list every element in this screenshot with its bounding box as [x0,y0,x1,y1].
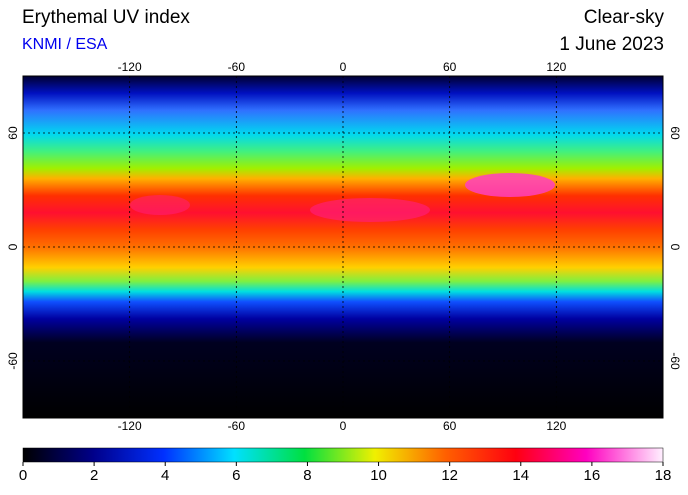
colorbar-tick-label: 14 [512,467,529,484]
colorbar-tick-label: 18 [655,467,672,484]
colorbar-tick-label: 16 [584,467,601,484]
colorbar [22,447,664,463]
colorbar-tick-label: 6 [232,467,240,484]
lat-tick-label: -60 [668,352,682,370]
lon-tick-label: 60 [443,419,457,433]
lon-tick-label: 120 [546,60,566,74]
lon-tick-label: -120 [118,60,142,74]
colorbar-tick-label: 10 [370,467,387,484]
colorbar-tick-label: 4 [161,467,169,484]
colorbar-tick-label: 2 [90,467,98,484]
lon-tick-label: -120 [118,419,142,433]
lat-tick-label: 0 [6,243,20,250]
lon-tick-label: 120 [546,419,566,433]
colorbar-tick-label: 0 [19,467,27,484]
colorbar-tick-label: 12 [441,467,458,484]
lon-tick-label: 0 [340,419,347,433]
title: Erythemal UV index [22,7,190,28]
lon-tick-label: 0 [340,60,347,74]
lon-tick-label: -60 [228,419,246,433]
condition: Clear-sky [584,7,665,28]
uv-hotspot [465,173,555,197]
lat-tick-label: 60 [6,126,20,140]
lon-tick-label: 60 [443,60,457,74]
colorbar-tick-label: 8 [303,467,311,484]
uv-hotspot [310,198,430,222]
source: KNMI / ESA [22,36,108,53]
lat-tick-label: -60 [6,352,20,370]
lat-tick-label: 0 [668,244,682,251]
uv-hotspot [130,195,190,215]
date: 1 June 2023 [559,34,664,55]
lon-tick-label: -60 [228,60,246,74]
lat-tick-label: 60 [668,126,682,140]
